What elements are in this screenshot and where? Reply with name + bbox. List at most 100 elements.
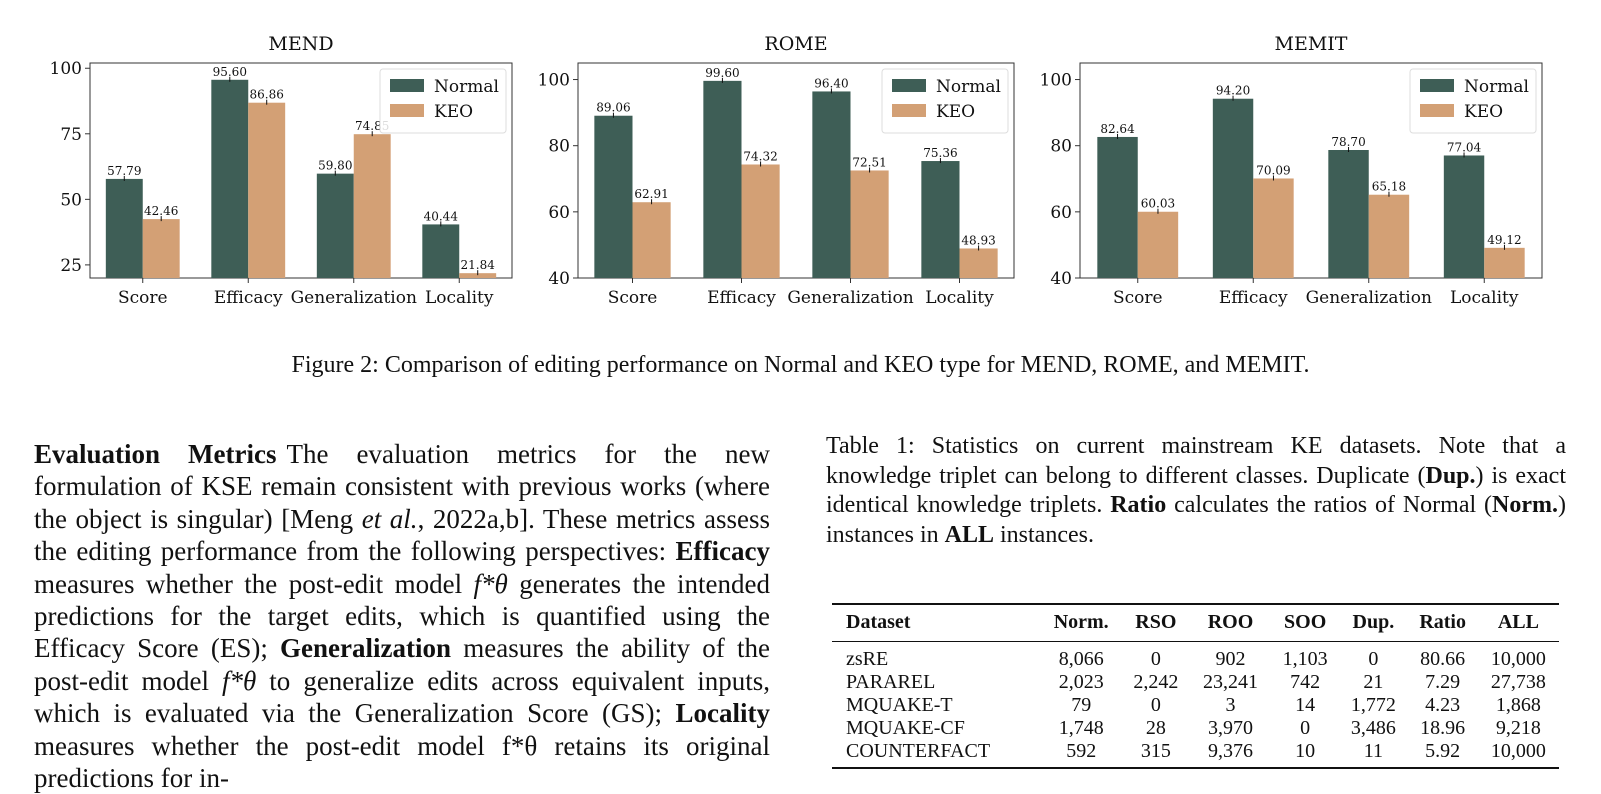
x-tick-label: Locality xyxy=(925,288,994,308)
table-cell: MQUAKE-CF xyxy=(846,717,965,739)
y-tick-label: 60 xyxy=(1050,203,1072,223)
data-label: 77.04 xyxy=(1447,140,1482,154)
y-tick-label: 25 xyxy=(60,256,82,276)
x-tick-label: Efficacy xyxy=(1219,288,1288,308)
term-ratio: Ratio xyxy=(1110,492,1167,518)
chart-mend: MEND 25 50 75 100 57.79 42.46 Score 95.60 86.86 Ef… xyxy=(40,28,520,322)
table-header-row: Dataset Norm. RSO ROO SOO Dup. Ratio ALL xyxy=(832,603,1559,642)
data-label: 49.12 xyxy=(1487,233,1521,247)
data-label: 48.93 xyxy=(961,233,995,247)
data-label: 94.20 xyxy=(1216,84,1250,98)
data-label: 78.70 xyxy=(1331,135,1365,149)
legend-label: KEO xyxy=(1464,102,1503,122)
text-span: The evaluation metrics for the new formu… xyxy=(34,439,770,534)
legend-swatch xyxy=(1420,104,1454,117)
term-norm: Norm. xyxy=(1492,492,1558,518)
column-header: Dup. xyxy=(1339,603,1408,642)
data-label: 96.40 xyxy=(814,76,848,90)
column-header: RSO xyxy=(1121,603,1190,642)
table-cell: 1,103 xyxy=(1282,648,1328,670)
table-row: zsRE 8,066 0 902 1,103 0 80.66 10,000 xyxy=(832,642,1559,672)
legend-swatch xyxy=(892,79,926,92)
bar-keo xyxy=(1253,178,1294,278)
table-cell: 1,868 xyxy=(1495,694,1541,716)
table-cell: 8,066 xyxy=(1058,648,1104,670)
bar-keo xyxy=(1368,194,1410,278)
bar-keo xyxy=(459,273,497,278)
text-span: , 2022a,b]. These metrics assess the edi… xyxy=(34,503,770,567)
bar-keo xyxy=(142,219,180,278)
memit-bar-chart: MEMIT 40 60 80 100 82.64 60.03 Score 94.20 70.09 E… xyxy=(1040,33,1543,308)
x-tick-label: Locality xyxy=(425,288,494,308)
bar-normal xyxy=(105,178,143,278)
chart-rome: ROME 40 60 80 100 89.06 62.91 Score 99.60 74.32 Ef… xyxy=(528,28,1022,322)
bar-normal xyxy=(422,224,460,278)
table-row: COUNTERFACT 592 315 9,376 10 11 5.92 10,… xyxy=(832,740,1559,769)
rome-bar-chart: ROME 40 60 80 100 89.06 62.91 Score 99.60 74.32 Ef… xyxy=(538,33,1015,308)
table-caption: Table 1: Statistics on current mainstrea… xyxy=(826,432,1566,550)
statistics-table: Dataset Norm. RSO ROO SOO Dup. Ratio ALL… xyxy=(832,603,1559,769)
table-cell: 10 xyxy=(1271,740,1340,769)
text-span: Table 1: Statistics on current mainstrea… xyxy=(826,433,1566,489)
y-tick-label: 100 xyxy=(538,71,570,91)
text-span: measures whether the post-edit model xyxy=(34,568,474,599)
data-label: 40.44 xyxy=(424,209,459,223)
legend-swatch xyxy=(390,104,424,117)
bar-normal xyxy=(1212,98,1254,278)
x-tick-label: Generalization xyxy=(291,288,417,308)
data-label: 95.60 xyxy=(213,65,247,79)
term-all: ALL xyxy=(944,521,994,548)
x-tick-label: Score xyxy=(118,288,168,308)
text-span: ) is exact identical knowledge triplets. xyxy=(826,462,1567,519)
table-cell: 9,376 xyxy=(1189,740,1272,769)
bar-keo xyxy=(248,102,286,278)
bar-keo xyxy=(1484,247,1525,278)
bar-keo xyxy=(850,170,889,278)
text-span: measures whether the post-edit model f*θ… xyxy=(34,730,770,794)
chart-title: MEMIT xyxy=(1275,33,1348,55)
text-span: measures the ability of the post-edit mo… xyxy=(34,633,770,696)
y-tick-label: 60 xyxy=(548,203,570,223)
table-row: MQUAKE-T 79 0 3 14 1,772 4.23 1,868 xyxy=(832,694,1559,717)
term-dup: Dup. xyxy=(1425,462,1476,489)
legend-swatch xyxy=(892,104,926,117)
data-label: 59.80 xyxy=(318,159,352,173)
legend-swatch xyxy=(390,79,424,92)
table-cell: 0 xyxy=(1150,648,1161,670)
table-cell: 1,772 xyxy=(1350,694,1396,716)
evaluation-metrics-paragraph: Evaluation Metrics The evaluation metrics… xyxy=(34,438,770,794)
table-cell: 742 xyxy=(1290,671,1321,693)
section-heading: Evaluation Metrics xyxy=(34,439,277,469)
column-header: ROO xyxy=(1189,603,1272,642)
term-generalization: Generalization xyxy=(280,633,452,664)
table-cell: 0 xyxy=(1150,694,1161,716)
table-cell: 2,242 xyxy=(1133,671,1179,693)
chart-title: MEND xyxy=(268,33,333,55)
y-tick-label: 75 xyxy=(60,125,82,145)
plot-frame xyxy=(1079,62,1543,279)
table-cell: 3 xyxy=(1225,694,1236,716)
data-label: 72.51 xyxy=(852,155,886,169)
model-symbol: f*θ xyxy=(473,568,508,599)
data-label: 21.84 xyxy=(461,258,496,272)
table-cell: 28 xyxy=(1145,717,1166,739)
bar-keo xyxy=(741,164,780,278)
table-caption-block: Table 1: Statistics on current mainstrea… xyxy=(826,432,1566,550)
text-span: calculates the ratios of Normal ( xyxy=(1166,492,1493,518)
legend-label: Normal xyxy=(936,77,1001,97)
x-tick-label: Score xyxy=(1113,288,1163,308)
table-cell: 18.96 xyxy=(1420,717,1466,739)
table-cell: PARAREL xyxy=(846,671,936,693)
bar-normal xyxy=(594,115,633,279)
table-cell: COUNTERFACT xyxy=(832,740,1041,769)
data-label: 99.60 xyxy=(705,66,739,80)
bar-normal xyxy=(921,161,960,278)
table-cell: 27,738 xyxy=(1490,671,1546,693)
column-header: SOO xyxy=(1271,603,1340,642)
column-header: Ratio xyxy=(1407,603,1478,642)
table-cell: 80.66 xyxy=(1420,648,1466,670)
table-cell: 11 xyxy=(1339,740,1408,769)
x-tick-label: Efficacy xyxy=(214,288,283,308)
data-label: 82.64 xyxy=(1100,122,1135,136)
